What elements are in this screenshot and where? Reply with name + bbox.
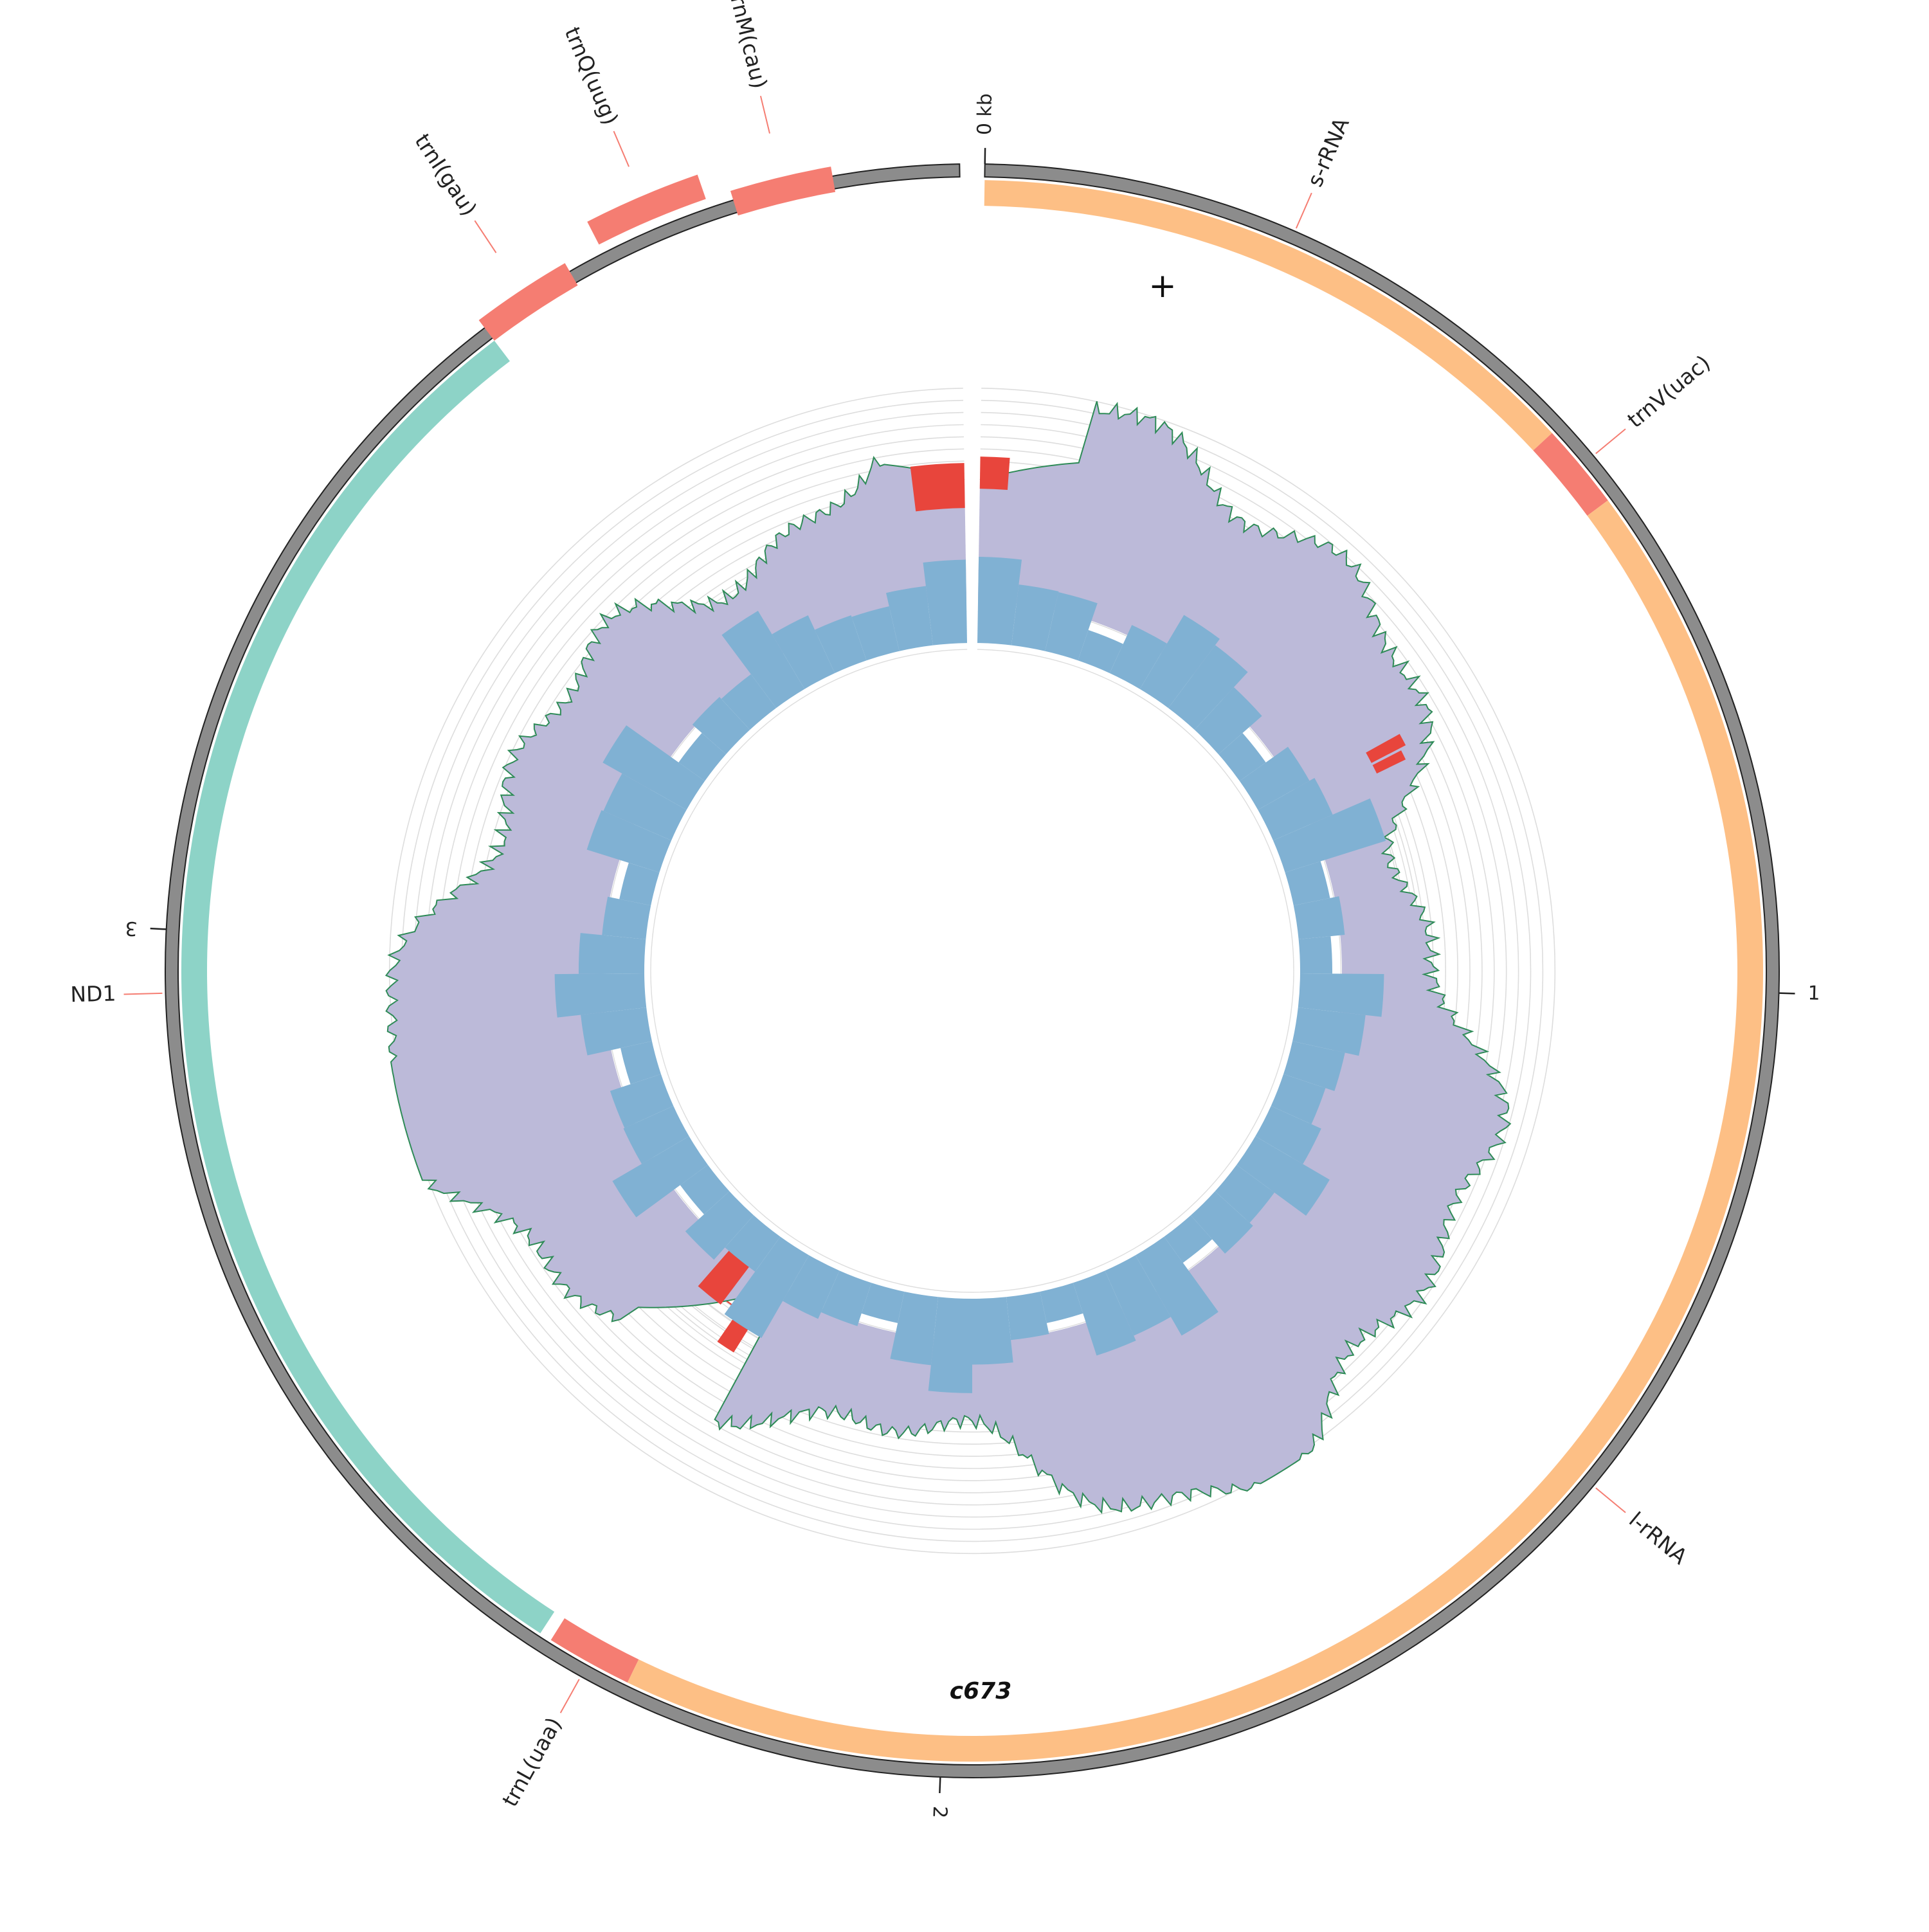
feature-trnm-cau- bbox=[730, 167, 835, 215]
feature-label: trnL(uaa) bbox=[497, 1713, 566, 1810]
genome-title: c673 bbox=[950, 1678, 1012, 1704]
leader-line bbox=[561, 1679, 579, 1713]
feature-label: ND1 bbox=[70, 980, 116, 1007]
leader-line bbox=[1296, 193, 1312, 228]
tick-mark bbox=[150, 928, 167, 929]
strand-marker: + bbox=[1148, 267, 1177, 305]
tick-mark bbox=[1779, 993, 1795, 994]
gc-bar bbox=[972, 1297, 1013, 1364]
feature-label: trnV(uac) bbox=[1622, 350, 1715, 433]
leader-line bbox=[475, 221, 496, 253]
feature-label: s-rRNA bbox=[1302, 114, 1354, 190]
gc-bar bbox=[579, 933, 646, 974]
feature-trni-gau- bbox=[479, 263, 578, 341]
low-coverage-region bbox=[910, 463, 965, 511]
gc-grid-circle bbox=[641, 640, 1303, 1301]
low-coverage-region bbox=[980, 456, 1010, 490]
leader-line bbox=[1596, 429, 1626, 453]
feature-label: trnQ(uug) bbox=[559, 23, 623, 129]
feature-label: l-rRNA bbox=[1624, 1507, 1692, 1569]
tick-label: 1 bbox=[1807, 982, 1820, 1005]
tick-label: 0 kb bbox=[974, 93, 997, 136]
tick-mark bbox=[939, 1777, 940, 1793]
gc-grid-circle bbox=[651, 649, 1294, 1292]
tick-label: 2 bbox=[928, 1805, 951, 1818]
leader-line bbox=[124, 993, 163, 995]
leader-line bbox=[761, 96, 770, 133]
tick-label: 3 bbox=[125, 917, 138, 940]
leader-line bbox=[613, 131, 629, 167]
feature-label: trnI(gau) bbox=[410, 129, 482, 221]
gc-bar bbox=[1299, 936, 1332, 973]
feature-label: trnM(cau) bbox=[723, 0, 772, 91]
scale-ticks: 0 kb 1 2 3 bbox=[125, 93, 1820, 1819]
feature-labels: s-rRNA trnV(uac) l-rRNA trnL(uaa) ND1 trnI(ga… bbox=[70, 0, 1715, 1810]
leader-line bbox=[1596, 1488, 1626, 1512]
